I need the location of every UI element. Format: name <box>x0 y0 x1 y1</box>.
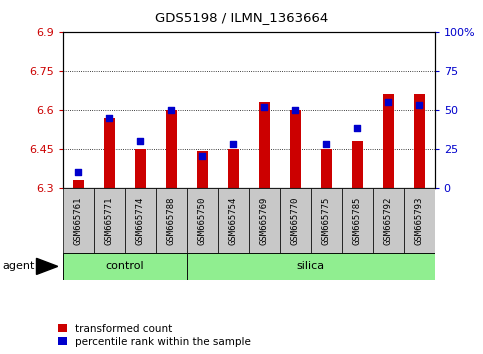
Bar <box>135 149 146 188</box>
Bar <box>404 188 435 253</box>
Bar <box>383 94 394 188</box>
Text: GSM665774: GSM665774 <box>136 196 145 245</box>
Bar <box>187 188 218 253</box>
Bar <box>104 118 114 188</box>
Bar <box>259 102 270 188</box>
Text: GSM665792: GSM665792 <box>384 196 393 245</box>
Bar <box>352 141 363 188</box>
Bar <box>249 188 280 253</box>
Text: agent: agent <box>2 261 35 272</box>
Text: silica: silica <box>297 261 325 272</box>
Point <box>168 107 175 113</box>
Bar <box>63 253 187 280</box>
Bar <box>94 188 125 253</box>
Point <box>354 126 361 131</box>
Bar <box>125 188 156 253</box>
Bar <box>63 188 94 253</box>
Bar <box>187 253 435 280</box>
Polygon shape <box>37 258 58 274</box>
Point <box>136 138 144 144</box>
Bar <box>73 180 84 188</box>
Bar <box>166 110 177 188</box>
Bar <box>197 151 208 188</box>
Bar <box>280 188 311 253</box>
Text: GSM665788: GSM665788 <box>167 196 176 245</box>
Text: GSM665750: GSM665750 <box>198 196 207 245</box>
Point <box>322 141 330 147</box>
Text: GSM665771: GSM665771 <box>105 196 114 245</box>
Bar <box>321 149 332 188</box>
Point <box>74 169 82 175</box>
Point <box>105 115 113 120</box>
Text: GSM665770: GSM665770 <box>291 196 300 245</box>
Bar <box>218 188 249 253</box>
Point <box>291 107 299 113</box>
Text: GSM665761: GSM665761 <box>74 196 83 245</box>
Point <box>260 104 268 109</box>
Text: GSM665775: GSM665775 <box>322 196 331 245</box>
Bar <box>311 188 342 253</box>
Bar <box>342 188 373 253</box>
Legend: transformed count, percentile rank within the sample: transformed count, percentile rank withi… <box>58 324 251 347</box>
Point <box>199 154 206 159</box>
Bar <box>373 188 404 253</box>
Point <box>384 99 392 105</box>
Text: GSM665793: GSM665793 <box>415 196 424 245</box>
Text: GSM665754: GSM665754 <box>229 196 238 245</box>
Text: control: control <box>105 261 144 272</box>
Bar <box>156 188 187 253</box>
Point <box>229 141 237 147</box>
Text: GSM665785: GSM665785 <box>353 196 362 245</box>
Point <box>415 102 423 108</box>
Bar <box>228 149 239 188</box>
Text: GSM665769: GSM665769 <box>260 196 269 245</box>
Bar <box>414 94 425 188</box>
Text: GDS5198 / ILMN_1363664: GDS5198 / ILMN_1363664 <box>155 11 328 24</box>
Bar <box>290 110 300 188</box>
